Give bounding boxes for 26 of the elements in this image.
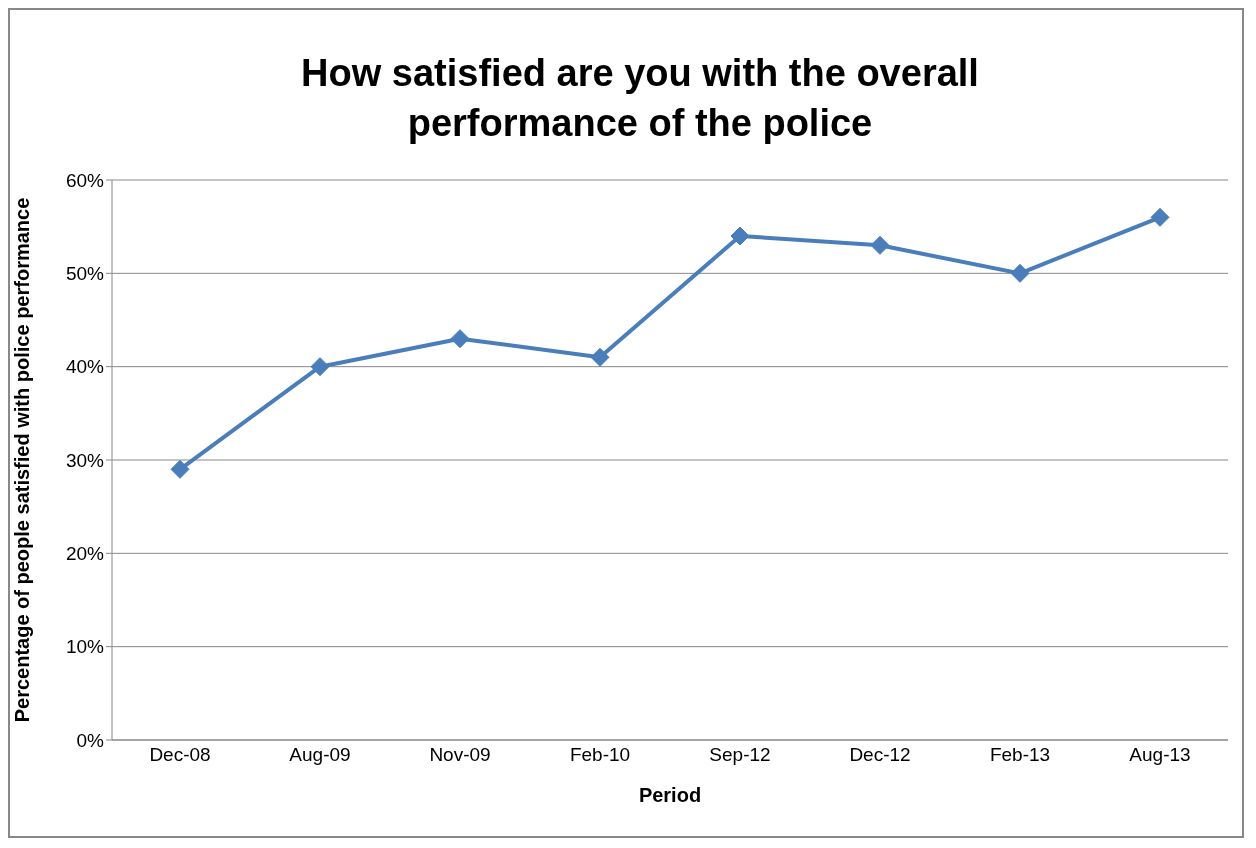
- y-tick-label: 40%: [65, 356, 105, 378]
- chart-title: How satisfied are you with the overall performance of the police: [300, 51, 980, 146]
- y-axis-title: Percentage of people satisfied with police performance: [11, 197, 34, 723]
- x-tick-label: Feb-10: [569, 744, 631, 766]
- x-axis-title: Period: [638, 784, 702, 806]
- point: [170, 459, 190, 479]
- point: [870, 235, 890, 255]
- y-tick-label: 20%: [65, 543, 105, 565]
- point: [730, 226, 750, 246]
- point: [450, 329, 470, 349]
- y-tick-label: 10%: [65, 636, 105, 658]
- x-tick-label: Nov-09: [429, 744, 491, 766]
- x-tick-label: Sep-12: [709, 744, 771, 766]
- point: [1010, 263, 1030, 283]
- x-tick-label: Aug-09: [289, 744, 351, 766]
- y-tick-label: 0%: [76, 729, 105, 751]
- point: [310, 357, 330, 377]
- y-tick-label: 60%: [65, 169, 105, 191]
- point: [590, 347, 610, 367]
- x-tick-label: Feb-13: [989, 744, 1051, 766]
- y-tick-label: 50%: [65, 263, 105, 285]
- y-tick-label: 30%: [65, 449, 105, 471]
- x-tick-label: Aug-13: [1129, 744, 1191, 766]
- x-tick-label: Dec-12: [849, 744, 911, 766]
- x-tick-label: Dec-08: [149, 744, 211, 766]
- point: [1150, 207, 1170, 227]
